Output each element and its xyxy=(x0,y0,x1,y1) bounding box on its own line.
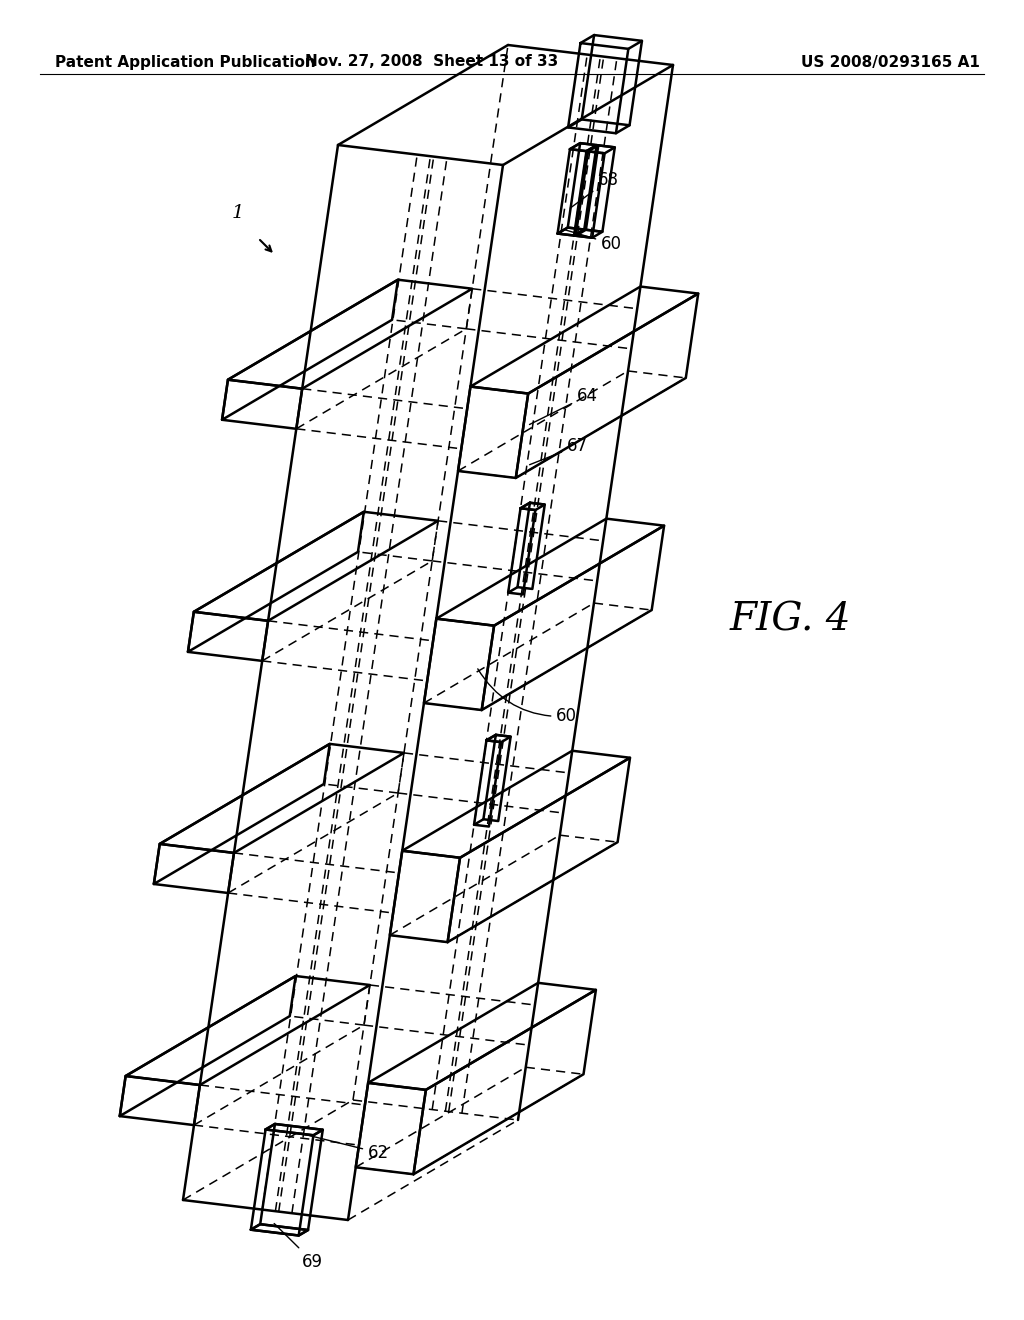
Text: US 2008/0293165 A1: US 2008/0293165 A1 xyxy=(801,54,980,70)
Text: 60: 60 xyxy=(564,230,623,252)
Text: 69: 69 xyxy=(274,1224,324,1271)
Text: 60: 60 xyxy=(478,669,578,726)
Text: Nov. 27, 2008  Sheet 13 of 33: Nov. 27, 2008 Sheet 13 of 33 xyxy=(305,54,559,70)
Text: 62: 62 xyxy=(301,1134,389,1162)
Text: 64: 64 xyxy=(529,387,598,425)
Text: Patent Application Publication: Patent Application Publication xyxy=(55,54,315,70)
Text: 67: 67 xyxy=(529,437,588,465)
Text: FIG. 4: FIG. 4 xyxy=(729,602,851,639)
Text: 68: 68 xyxy=(570,170,618,209)
Text: 1: 1 xyxy=(231,205,244,222)
